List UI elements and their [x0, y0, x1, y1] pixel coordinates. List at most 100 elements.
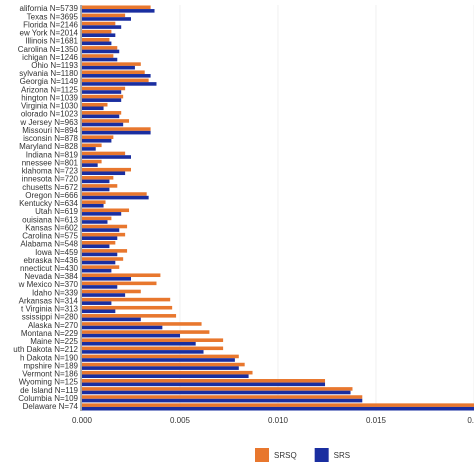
- y-tick-label: Texas N=3695: [27, 12, 79, 21]
- y-tick-label: h Dakota N=190: [20, 353, 79, 362]
- y-tick-label: Maine N=225: [30, 337, 78, 346]
- bar: [82, 62, 141, 66]
- bar: [82, 127, 151, 131]
- y-tick-label: alifornia N=5739: [20, 4, 79, 13]
- bar: [82, 325, 163, 330]
- bar: [82, 46, 118, 50]
- bar: [82, 54, 114, 58]
- y-tick-label: de Island N=119: [20, 386, 78, 395]
- bar: [82, 74, 151, 78]
- bar: [82, 86, 126, 91]
- y-tick-label: chusetts N=672: [22, 183, 78, 192]
- bar: [82, 281, 157, 286]
- bar: [82, 297, 171, 302]
- bar: [82, 232, 126, 237]
- bar: [82, 309, 116, 314]
- bar: [82, 333, 180, 338]
- y-tick-label: Illinois N=1681: [25, 37, 78, 46]
- y-tick-label: Virginia N=1030: [21, 102, 79, 111]
- bar: [82, 277, 131, 281]
- bar: [82, 390, 351, 395]
- y-tick-label: nnecticut N=430: [20, 264, 79, 273]
- bar: [82, 41, 112, 46]
- y-tick-label: t Virginia N=313: [21, 305, 79, 314]
- bar: [82, 151, 126, 156]
- bar: [82, 289, 141, 294]
- y-tick-label: ew York N=2014: [20, 29, 79, 38]
- bar: [82, 25, 122, 29]
- bar: [82, 163, 98, 167]
- bar: [82, 114, 120, 119]
- y-tick-label: uth Dakota N=212: [13, 345, 78, 354]
- bar: [82, 273, 161, 278]
- y-tick-label: Maryland N=828: [19, 142, 78, 151]
- bar: [82, 338, 224, 342]
- bar: [82, 65, 135, 70]
- y-tick-label: Indiana N=819: [26, 150, 79, 159]
- bar: [82, 98, 122, 102]
- bar: [82, 49, 120, 54]
- bar: [82, 358, 235, 362]
- y-tick-label: Vermont N=186: [22, 370, 78, 379]
- bar: [82, 406, 474, 411]
- y-tick-label: Nevada N=384: [24, 272, 78, 281]
- bar: [82, 122, 124, 127]
- y-tick-label: hington N=1039: [21, 93, 78, 102]
- bar: [82, 382, 326, 387]
- bar: [82, 216, 112, 221]
- y-tick-label: ebraska N=436: [24, 256, 79, 265]
- bar: [82, 37, 110, 42]
- bar: [82, 330, 210, 334]
- y-tick-label: klahoma N=723: [22, 167, 79, 176]
- bar: [82, 244, 110, 249]
- legend-label: SRSQ: [274, 451, 297, 460]
- bar: [82, 354, 239, 359]
- legend-swatch: [255, 448, 269, 462]
- legend-label: SRS: [334, 451, 350, 460]
- bar: [82, 78, 149, 83]
- bar: [82, 17, 131, 21]
- bar: [82, 33, 116, 37]
- bar: [82, 212, 122, 216]
- bar: [82, 317, 141, 322]
- y-tick-label: nnessee N=801: [22, 158, 79, 167]
- bar: [82, 13, 126, 18]
- bar: [82, 143, 102, 148]
- y-tick-label: mpshire N=189: [24, 361, 79, 370]
- y-tick-label: w Jersey N=963: [19, 118, 78, 127]
- bar: [82, 155, 131, 159]
- bar: [82, 119, 130, 123]
- y-tick-label: ichigan N=1246: [22, 53, 78, 62]
- bar: [82, 147, 96, 151]
- y-tick-label: Iowa N=459: [35, 248, 78, 257]
- bar: [82, 138, 112, 143]
- x-tick-label: 0.015: [366, 416, 387, 425]
- y-tick-label: Delaware N=74: [23, 402, 79, 411]
- bar: [82, 403, 474, 407]
- bar: [82, 301, 112, 305]
- bar: [82, 135, 114, 139]
- bar: [82, 82, 157, 86]
- y-tick-label: ouisiana N=613: [22, 215, 78, 224]
- bar: [82, 305, 173, 310]
- y-tick-label: sylvania N=1180: [19, 69, 78, 78]
- bar: [82, 171, 126, 176]
- bar: [82, 94, 124, 99]
- bar: [82, 379, 326, 383]
- bar: [82, 240, 116, 245]
- bar: [82, 260, 116, 265]
- x-tick-label: 0.000: [72, 416, 93, 425]
- y-tick-label: Idaho N=339: [32, 288, 79, 297]
- bar: [82, 346, 224, 351]
- bar: [82, 184, 118, 188]
- y-tick-label: Columbia N=109: [18, 394, 78, 403]
- y-tick-label: Carolina N=1350: [18, 45, 79, 54]
- bar: [82, 252, 118, 257]
- bar: [82, 5, 151, 10]
- bar: [82, 224, 128, 229]
- y-tick-label: ssissippi N=280: [22, 313, 79, 322]
- y-tick-label: Florida N=2146: [23, 20, 78, 29]
- bar: [82, 167, 131, 172]
- bar: [82, 195, 149, 200]
